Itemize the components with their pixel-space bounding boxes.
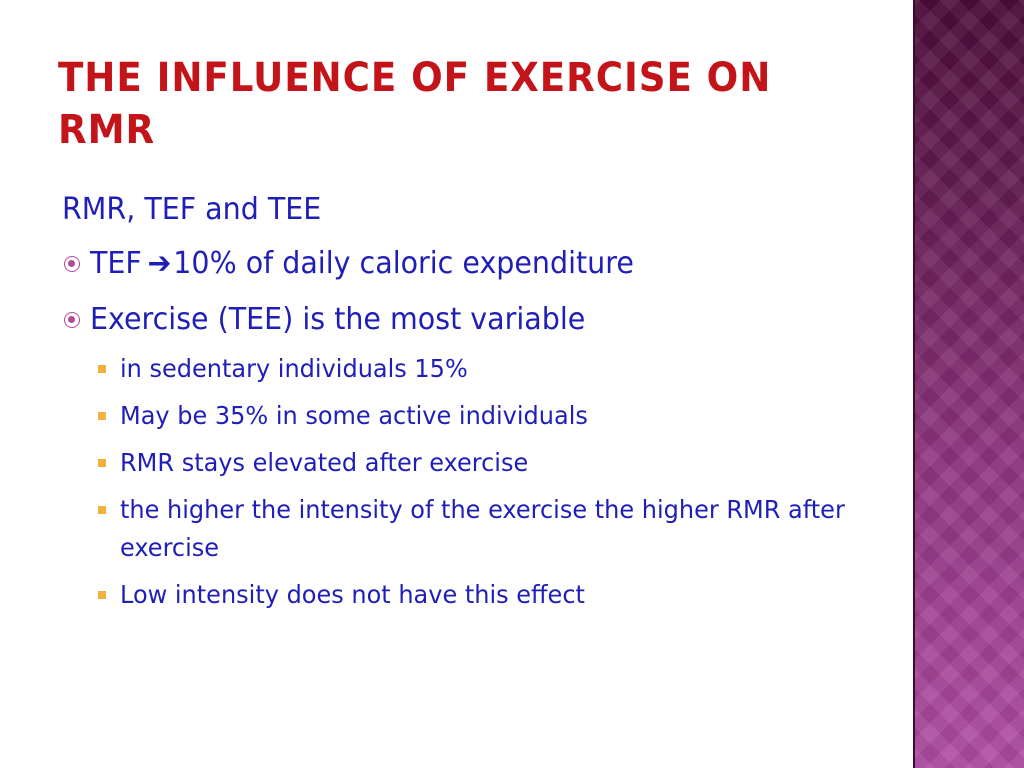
- bullet-text: TEF ➔10% of daily caloric expenditure: [90, 244, 634, 284]
- bullet-text: Exercise (TEE) is the most variable: [90, 302, 586, 337]
- slide-content: RMR, TEF and TEE TEF ➔10% of daily calori…: [62, 190, 902, 623]
- square-bullet-icon: [98, 365, 106, 373]
- bullet-item-exercise: Exercise (TEE) is the most variable: [62, 300, 902, 340]
- sub-bullet-item: in sedentary individuals 15%: [98, 350, 902, 388]
- sub-bullet-text: May be 35% in some active individuals: [120, 401, 588, 430]
- bullet-text-detail: 10% of daily caloric expenditure: [173, 246, 634, 281]
- decorative-side-band: [913, 0, 1024, 768]
- square-bullet-icon: [98, 459, 106, 467]
- slide-title: THE INFLUENCE OF EXERCISE ON RMR: [58, 55, 772, 153]
- target-circle-icon: [64, 256, 80, 272]
- target-circle-icon: [64, 312, 80, 328]
- sub-bullet-item: the higher the intensity of the exercise…: [98, 491, 902, 567]
- subheading: RMR, TEF and TEE: [62, 192, 322, 227]
- bullet-item-tef: TEF ➔10% of daily caloric expenditure: [62, 244, 902, 284]
- bullet-text-term: TEF: [90, 246, 142, 281]
- sub-bullet-item: RMR stays elevated after exercise: [98, 444, 902, 482]
- square-bullet-icon: [98, 412, 106, 420]
- sub-bullet-text: RMR stays elevated after exercise: [120, 448, 529, 477]
- sub-bullet-list: in sedentary individuals 15% May be 35% …: [98, 350, 902, 614]
- sub-bullet-item: Low intensity does not have this effect: [98, 576, 902, 614]
- arrow-right-icon: ➔: [147, 246, 172, 281]
- sub-bullet-text: in sedentary individuals 15%: [120, 354, 468, 383]
- sub-bullet-item: May be 35% in some active individuals: [98, 397, 902, 435]
- square-bullet-icon: [98, 591, 106, 599]
- sub-bullet-text: the higher the intensity of the exercise…: [120, 495, 845, 562]
- square-bullet-icon: [98, 506, 106, 514]
- sub-bullet-text: Low intensity does not have this effect: [120, 580, 585, 609]
